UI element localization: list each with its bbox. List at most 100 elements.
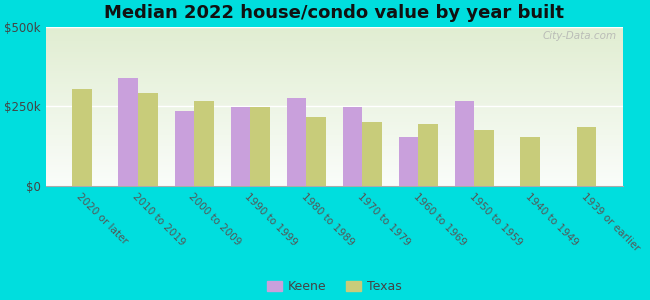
Bar xyxy=(46,121,623,122)
Bar xyxy=(46,164,623,165)
Bar xyxy=(46,66,623,68)
Bar xyxy=(46,101,623,103)
Legend: Keene, Texas: Keene, Texas xyxy=(262,275,406,298)
Bar xyxy=(46,130,623,132)
Bar xyxy=(46,178,623,180)
Bar xyxy=(46,79,623,81)
Bar xyxy=(46,98,623,100)
Bar xyxy=(46,160,623,162)
Bar xyxy=(46,125,623,127)
Bar xyxy=(46,162,623,164)
Bar xyxy=(287,98,306,186)
Bar xyxy=(46,159,623,160)
Bar xyxy=(46,136,623,138)
Bar xyxy=(46,26,623,28)
Bar xyxy=(46,183,623,184)
Bar xyxy=(46,114,623,116)
Bar xyxy=(46,167,623,169)
Bar xyxy=(46,77,623,79)
Bar xyxy=(46,134,623,135)
Bar xyxy=(46,50,623,52)
Bar xyxy=(46,184,623,186)
Bar xyxy=(46,81,623,82)
Title: Median 2022 house/condo value by year built: Median 2022 house/condo value by year bu… xyxy=(104,4,564,22)
Bar xyxy=(250,107,270,186)
Bar xyxy=(46,127,623,129)
Bar xyxy=(46,70,623,71)
Bar xyxy=(46,76,623,77)
Bar xyxy=(46,154,623,156)
Bar xyxy=(46,28,623,30)
Bar xyxy=(118,77,138,186)
Bar xyxy=(46,135,623,136)
Bar xyxy=(46,46,623,47)
Bar xyxy=(46,95,623,97)
Bar xyxy=(46,90,623,92)
Bar xyxy=(46,39,623,41)
Bar xyxy=(46,156,623,157)
Bar xyxy=(46,74,623,76)
Bar xyxy=(474,130,494,186)
Bar xyxy=(46,145,623,146)
Bar xyxy=(343,107,362,186)
Bar xyxy=(46,44,623,46)
Bar xyxy=(46,132,623,134)
Bar xyxy=(174,111,194,186)
Bar xyxy=(46,42,623,44)
Bar xyxy=(46,117,623,119)
Bar xyxy=(46,63,623,65)
Bar xyxy=(46,141,623,143)
Bar xyxy=(46,170,623,172)
Bar xyxy=(46,165,623,167)
Bar xyxy=(46,33,623,34)
Bar xyxy=(46,65,623,66)
Bar xyxy=(418,124,438,186)
Bar xyxy=(362,122,382,186)
Bar xyxy=(46,73,623,74)
Text: City-Data.com: City-Data.com xyxy=(543,31,617,41)
Bar xyxy=(46,112,623,114)
Bar xyxy=(46,71,623,73)
Bar xyxy=(46,149,623,151)
Bar xyxy=(46,87,623,89)
Bar xyxy=(46,108,623,109)
Bar xyxy=(46,116,623,117)
Bar xyxy=(46,169,623,170)
Bar xyxy=(46,89,623,90)
Bar xyxy=(46,60,623,61)
Bar xyxy=(454,100,474,186)
Bar xyxy=(46,106,623,108)
Bar xyxy=(46,84,623,86)
Bar xyxy=(46,34,623,36)
Bar xyxy=(46,111,623,112)
Bar xyxy=(46,41,623,42)
Bar xyxy=(46,31,623,33)
Bar xyxy=(46,175,623,176)
Bar xyxy=(46,36,623,38)
Bar xyxy=(46,105,623,106)
Bar xyxy=(46,173,623,175)
Bar xyxy=(46,68,623,70)
Bar xyxy=(46,47,623,49)
Bar xyxy=(306,117,326,186)
Bar xyxy=(46,180,623,181)
Bar xyxy=(46,103,623,105)
Bar xyxy=(46,138,623,140)
Bar xyxy=(231,107,250,186)
Bar xyxy=(46,52,623,54)
Bar xyxy=(46,181,623,183)
Bar xyxy=(46,122,623,124)
Bar xyxy=(46,151,623,152)
Bar xyxy=(46,49,623,50)
Bar xyxy=(46,30,623,31)
Bar xyxy=(46,82,623,84)
Bar xyxy=(46,172,623,173)
Bar xyxy=(46,61,623,63)
Bar xyxy=(46,57,623,59)
Bar xyxy=(46,124,623,125)
Bar xyxy=(46,94,623,95)
Bar xyxy=(46,157,623,159)
Bar xyxy=(46,143,623,145)
Bar xyxy=(577,127,596,186)
Bar xyxy=(46,97,623,98)
